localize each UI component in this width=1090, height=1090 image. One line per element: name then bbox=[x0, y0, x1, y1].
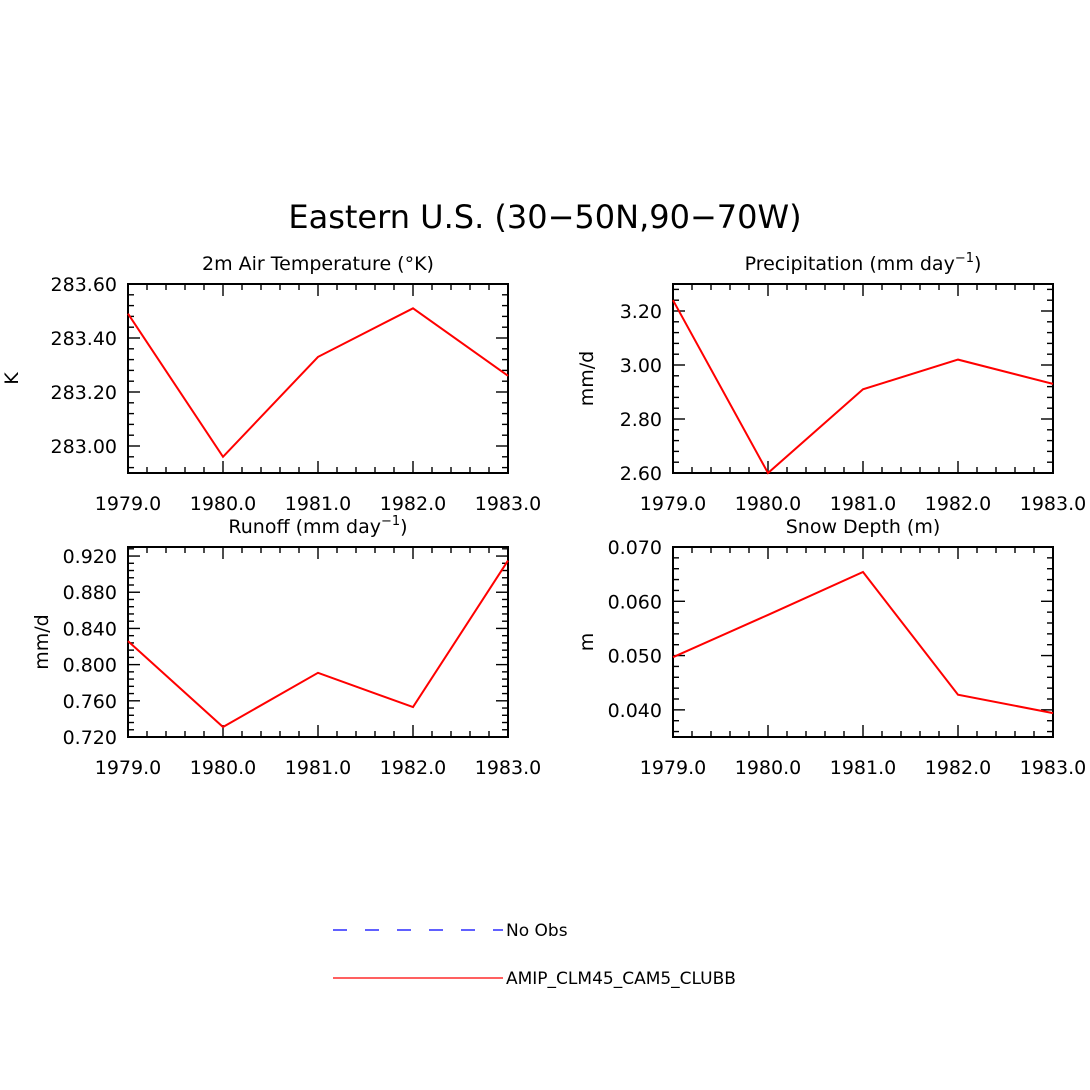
panel-title: Snow Depth (m) bbox=[786, 516, 941, 538]
y-axis-label: K bbox=[1, 372, 23, 385]
legend: No Obs AMIP_CLM45_CAM5_CLUBB bbox=[333, 921, 736, 989]
x-tick-label: 1983.0 bbox=[1020, 493, 1086, 515]
y-tick-label: 2.80 bbox=[620, 409, 662, 431]
y-tick-label: 0.720 bbox=[63, 727, 117, 749]
panel-title-end: ) bbox=[400, 516, 407, 538]
y-tick-label: 0.840 bbox=[63, 618, 117, 640]
panel-title-text: Snow Depth (m) bbox=[786, 516, 941, 538]
y-axis-label: m bbox=[576, 633, 598, 652]
legend-label-no-obs: No Obs bbox=[506, 921, 568, 941]
panel-air-temperature: 1979.0 1980.0 1981.0 1982.0 1983.0 283.00 283.… bbox=[1, 253, 541, 515]
panel-title: Runoff (mm day−1) bbox=[228, 514, 407, 538]
y-tick-label: 283.00 bbox=[51, 436, 117, 458]
y-tick-label: 0.760 bbox=[63, 691, 117, 713]
y-tick-label: 0.070 bbox=[608, 537, 662, 559]
x-tick-label: 1981.0 bbox=[285, 757, 351, 779]
panel-title-superscript: −1 bbox=[955, 251, 974, 266]
plot-frame bbox=[672, 546, 1054, 738]
plot-frame bbox=[127, 546, 509, 738]
x-tick-label: 1980.0 bbox=[735, 757, 801, 779]
panels: 1979.0 1980.0 1981.0 1982.0 1983.0 283.00 283.… bbox=[1, 251, 1086, 779]
x-tick-label: 1980.0 bbox=[735, 493, 801, 515]
x-tick-label: 1982.0 bbox=[925, 757, 991, 779]
panel-title-text: 2m Air Temperature (°K) bbox=[202, 253, 434, 275]
y-axis-label: mm/d bbox=[31, 614, 53, 669]
series-line-air-temperature bbox=[127, 307, 509, 459]
panel-title: Precipitation (mm day−1) bbox=[745, 251, 982, 275]
x-tick-label: 1979.0 bbox=[95, 493, 161, 515]
y-tick-label: 0.060 bbox=[608, 591, 662, 613]
x-tick-label: 1983.0 bbox=[1020, 757, 1086, 779]
x-tick-label: 1982.0 bbox=[380, 493, 446, 515]
x-tick-label: 1982.0 bbox=[925, 493, 991, 515]
series-line-snow-depth bbox=[672, 570, 1054, 715]
y-tick-label: 0.040 bbox=[608, 700, 662, 722]
plot-frame bbox=[127, 283, 509, 474]
series-line-precipitation bbox=[672, 299, 1054, 475]
y-tick-label: 283.40 bbox=[51, 328, 117, 350]
y-tick-label: 0.800 bbox=[63, 655, 117, 677]
x-tick-label: 1983.0 bbox=[475, 493, 541, 515]
x-tick-label: 1981.0 bbox=[285, 493, 351, 515]
panel-precipitation: 1979.0 1980.0 1981.0 1982.0 1983.0 2.60 2.80 3.… bbox=[576, 251, 1086, 515]
x-tick-label: 1981.0 bbox=[830, 493, 896, 515]
y-tick-label: 0.050 bbox=[608, 646, 662, 668]
y-tick-label: 0.880 bbox=[63, 582, 117, 604]
figure-title: Eastern U.S. (30−50N,90−70W) bbox=[288, 198, 801, 236]
y-tick-label: 283.20 bbox=[51, 382, 117, 404]
y-tick-label: 2.60 bbox=[620, 463, 662, 485]
x-tick-label: 1979.0 bbox=[640, 757, 706, 779]
panel-title: 2m Air Temperature (°K) bbox=[202, 253, 434, 275]
y-tick-label: 283.60 bbox=[51, 274, 117, 296]
panel-title-end: ) bbox=[974, 253, 981, 275]
x-tick-label: 1981.0 bbox=[830, 757, 896, 779]
x-tick-label: 1982.0 bbox=[380, 757, 446, 779]
x-tick-label: 1980.0 bbox=[190, 757, 256, 779]
series-line-runoff bbox=[127, 560, 509, 729]
x-tick-label: 1980.0 bbox=[190, 493, 256, 515]
legend-label-amip: AMIP_CLM45_CAM5_CLUBB bbox=[506, 969, 736, 989]
panel-title-superscript: −1 bbox=[381, 514, 400, 529]
panel-title-text: Runoff (mm day bbox=[228, 516, 381, 538]
panel-title-text: Precipitation (mm day bbox=[745, 253, 955, 275]
y-tick-label: 0.920 bbox=[63, 546, 117, 568]
y-axis-label: mm/d bbox=[576, 351, 598, 406]
panel-snow-depth: 1979.0 1980.0 1981.0 1982.0 1983.0 0.040 0.050… bbox=[576, 516, 1086, 779]
y-tick-label: 3.20 bbox=[620, 301, 662, 323]
plot-frame bbox=[672, 283, 1054, 474]
x-tick-label: 1979.0 bbox=[640, 493, 706, 515]
x-tick-label: 1979.0 bbox=[95, 757, 161, 779]
x-tick-label: 1983.0 bbox=[475, 757, 541, 779]
panel-runoff: 1979.0 1980.0 1981.0 1982.0 1983.0 0.720 0.760… bbox=[31, 514, 541, 779]
y-tick-label: 3.00 bbox=[620, 355, 662, 377]
